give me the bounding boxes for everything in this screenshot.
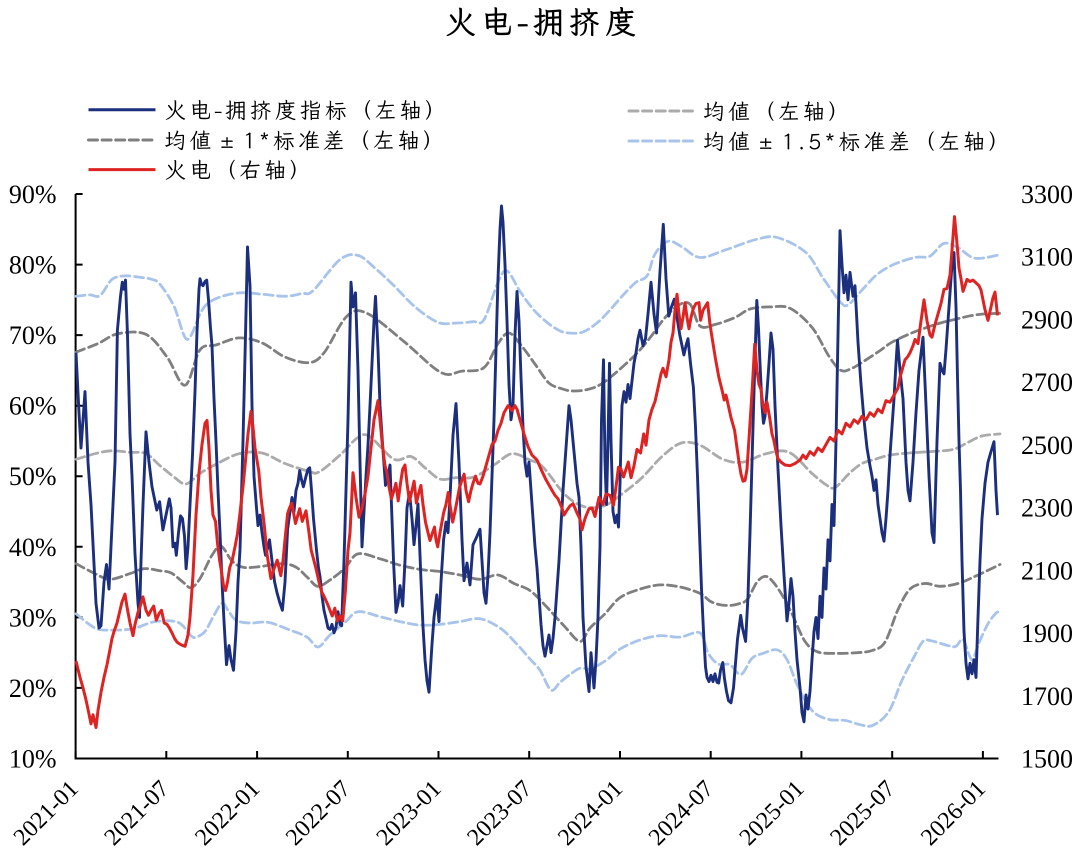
svg-text:1700: 1700	[1021, 682, 1073, 711]
svg-text:2500: 2500	[1021, 431, 1073, 460]
svg-text:3300: 3300	[1021, 180, 1073, 209]
svg-text:1900: 1900	[1021, 619, 1073, 648]
svg-text:60%: 60%	[9, 392, 57, 421]
svg-text:30%: 30%	[9, 603, 57, 632]
svg-text:50%: 50%	[9, 462, 57, 491]
svg-text:2300: 2300	[1021, 494, 1073, 523]
svg-text:70%: 70%	[9, 321, 57, 350]
svg-text:10%: 10%	[9, 745, 57, 774]
svg-text:90%: 90%	[9, 180, 57, 209]
svg-text:80%: 80%	[9, 251, 57, 280]
svg-text:2700: 2700	[1021, 368, 1073, 397]
svg-text:40%: 40%	[9, 533, 57, 562]
svg-text:2100: 2100	[1021, 556, 1073, 585]
svg-text:2900: 2900	[1021, 305, 1073, 334]
svg-text:1500: 1500	[1021, 745, 1073, 774]
svg-text:20%: 20%	[9, 674, 57, 703]
svg-text:3100: 3100	[1021, 243, 1073, 272]
